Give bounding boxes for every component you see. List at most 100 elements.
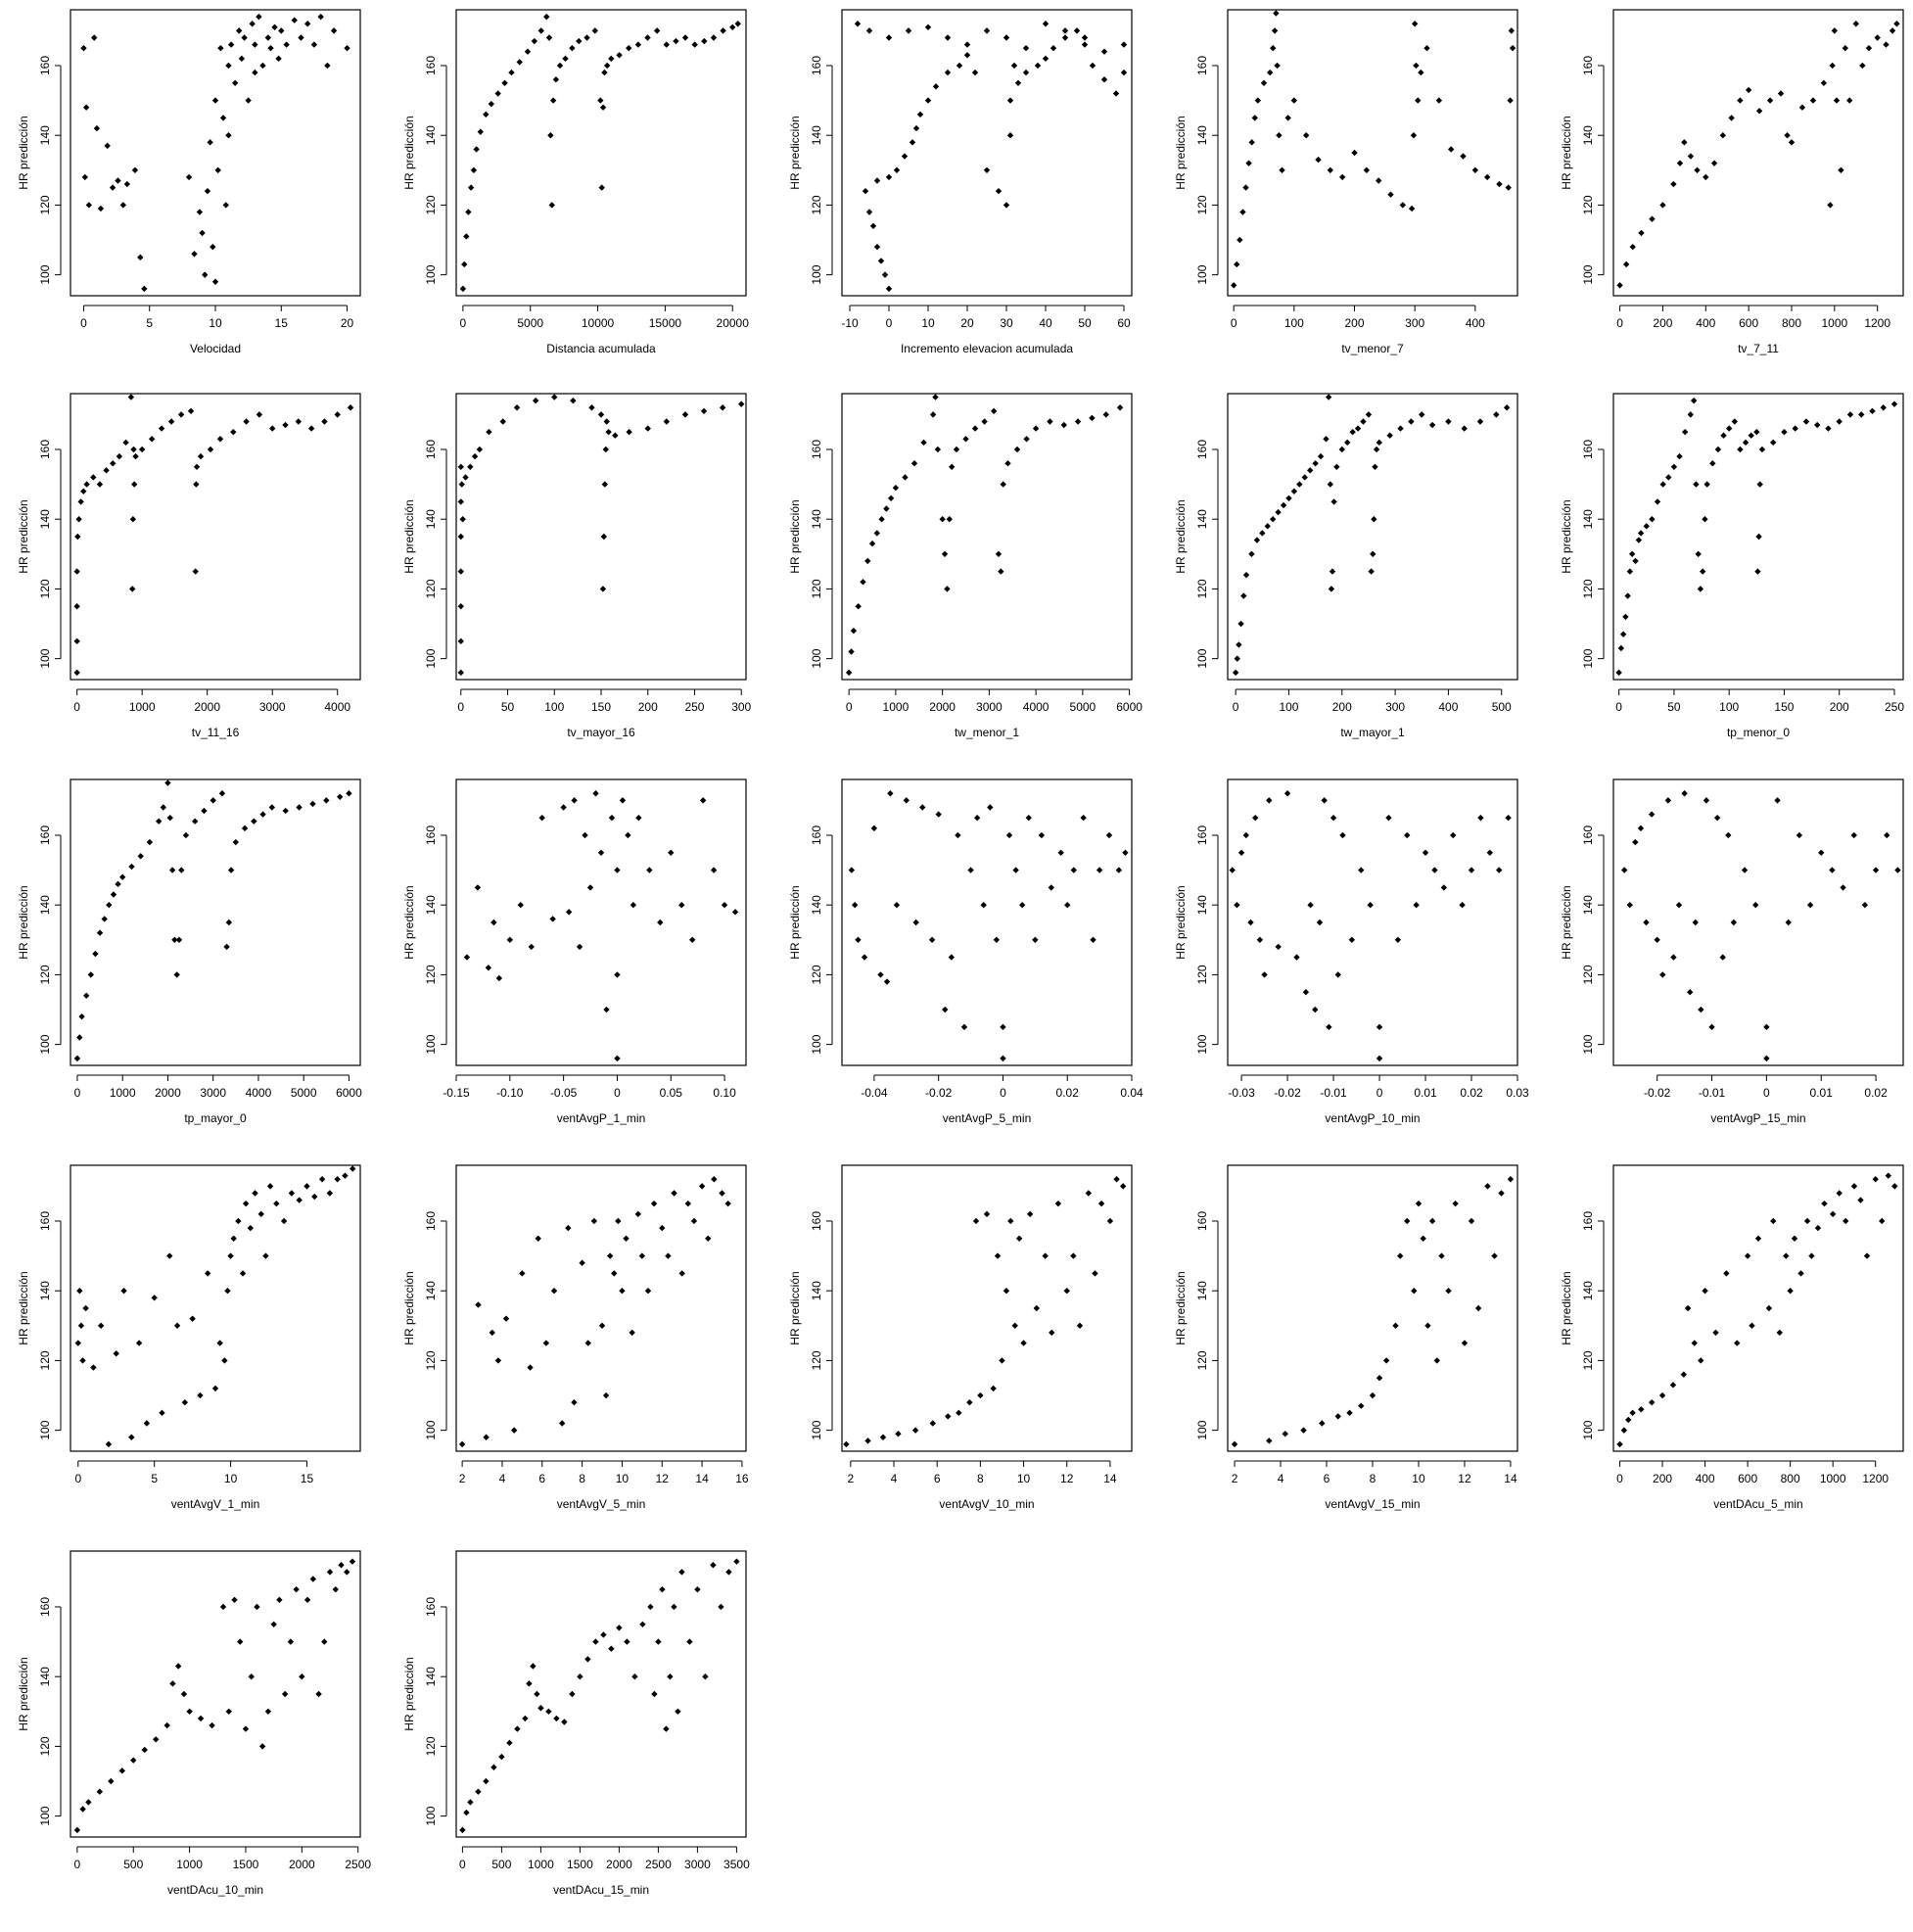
y-axis-label: HR predicción [17,885,30,959]
data-point [1327,166,1334,174]
scatter-panel-4: 0 100 200 300 400 100 120 140 160 tv_menor_7 HR pr… [1169,6,1525,366]
data-point [148,436,156,443]
data-point [332,1585,339,1593]
data-point [1624,592,1631,599]
data-point [570,397,577,404]
data-point [1754,568,1761,575]
data-point [1012,867,1019,873]
data-point [318,1176,326,1183]
y-tick-label: 160 [810,1211,823,1231]
data-point [1396,1252,1404,1259]
data-point [1397,425,1404,432]
scatter-plot-svg: 0 500 1000 1500 2000 2500 100 120 140 160 ventDAcu… [17,1550,371,1897]
data-point [625,831,631,839]
data-point [163,1721,170,1729]
data-point [1626,901,1633,909]
data-point [1323,436,1330,443]
scatter-panel-7: 0 50 100 150 200 250 300 100 120 140 160 tv_mayor_1… [397,390,754,750]
data-point [571,797,578,804]
data-point [267,44,274,52]
data-point [1616,282,1623,289]
scatter-panel-8: 0 1000 2000 3000 4000 5000 6000 100 120 140 160 tw_… [783,390,1143,750]
scatter-plot-svg: 0 200 400 600 800 1000 1200 100 120 140 160 ventDAc… [1560,1164,1904,1511]
data-point [953,446,960,453]
data-point [1643,919,1650,926]
data-point [1302,989,1310,996]
data-point [97,205,105,212]
data-point [1328,586,1335,592]
data-point [225,919,233,926]
x-tick-label: 0 [886,316,893,330]
data-point [181,1398,189,1406]
data-point [615,1217,622,1225]
data-point [1484,1183,1491,1190]
data-point [1428,1217,1436,1225]
data-point [924,97,932,104]
scatter-panel-3: -10 0 10 20 30 40 50 60 100 120 140 160 Incremento e… [783,6,1140,366]
data-point [1508,27,1516,34]
x-tick-label: 200 [1344,316,1364,330]
data-point [1276,131,1283,139]
x-tick-label: 12 [1060,1472,1074,1485]
data-point [1049,1329,1055,1337]
data-point [599,586,607,592]
data-point [690,1217,698,1225]
data-point [601,481,609,488]
data-point [210,243,216,251]
data-point [1625,1416,1632,1424]
data-point [1015,1235,1023,1242]
data-point [1408,205,1416,212]
y-tick-label: 100 [38,648,52,668]
data-point [1330,814,1337,822]
data-point [1850,1183,1858,1190]
data-point [668,849,675,856]
x-tick-label: 1000 [883,700,910,714]
x-tick-label: 200 [1653,316,1672,330]
data-point [227,1252,234,1259]
x-tick-label: 0 [846,700,853,714]
data-point [590,1217,598,1225]
data-point [960,1023,968,1031]
data-point [191,818,199,825]
data-point [885,173,893,181]
data-point [303,1596,311,1604]
data-point [1637,530,1645,537]
data-point [473,146,480,153]
data-point [167,418,175,425]
data-point [118,873,126,880]
data-point [1363,166,1371,174]
data-point [1284,115,1291,121]
data-point [1048,884,1054,891]
y-axis-label: HR predicción [402,1657,416,1730]
x-tick-label: 4000 [1023,700,1050,714]
data-point [283,41,290,48]
data-point [74,533,81,541]
y-tick-label: 120 [810,195,823,214]
data-point [1415,97,1422,104]
x-tick-label: 0 [1616,316,1623,330]
data-point [1770,1217,1777,1225]
data-point [1680,1371,1688,1378]
data-point [1787,1287,1794,1295]
data-point [130,481,138,488]
data-point [252,69,258,76]
y-tick-label: 140 [1195,895,1209,915]
data-point [1675,901,1683,909]
x-tick-label: -0.02 [1644,1086,1671,1100]
plot-frame [1227,778,1518,1066]
data-point [1376,439,1382,447]
x-axis-label: ventAvgV_10_min [939,1497,1034,1511]
data-point [598,1322,606,1330]
x-tick-label: 1000 [1821,316,1847,330]
data-point [1358,867,1365,873]
x-tick-label: 100 [1719,700,1739,714]
data-point [1620,867,1628,873]
data-point [1245,160,1252,166]
data-point [116,452,123,460]
data-point [91,34,98,41]
data-point [1428,421,1436,429]
data-point [75,515,82,523]
data-point [508,69,515,76]
data-point [1042,21,1050,27]
data-point [1665,474,1672,481]
